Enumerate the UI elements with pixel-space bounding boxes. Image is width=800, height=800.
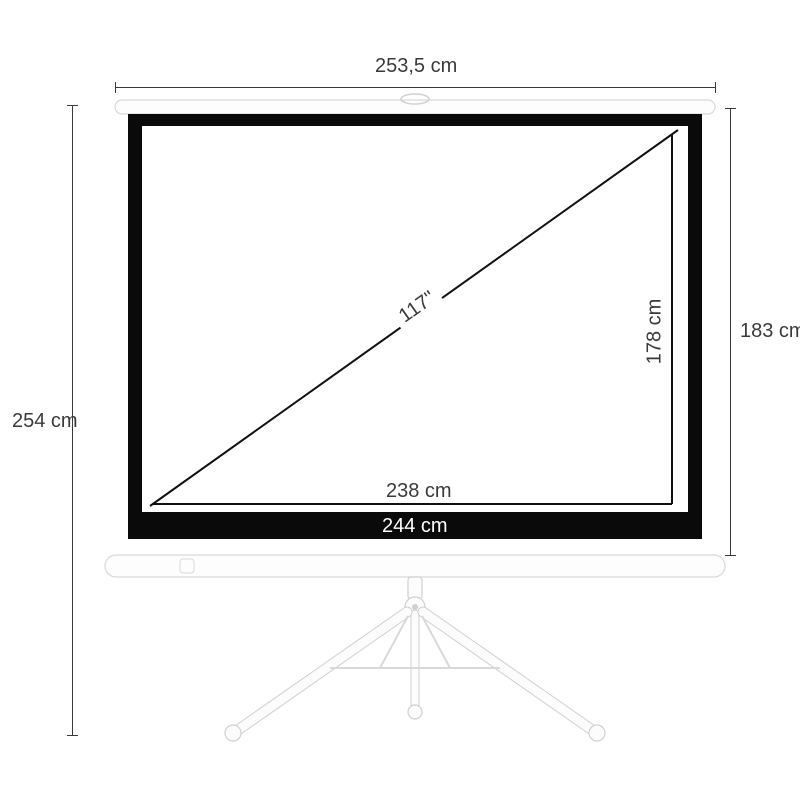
housing-bottom [105,555,725,577]
tripod-foot-right [589,725,605,741]
tripod-leg-left [235,612,407,732]
guide-right-tick-bottom [725,555,736,556]
hanger-ring [401,94,429,104]
guide-top-tick-left [115,82,116,93]
label-overall-width: 253,5 cm [375,55,457,78]
guide-left-tick-bottom [67,735,78,736]
label-screen-outer-height: 183 cm [740,320,800,343]
guide-left-tick-top [67,105,78,106]
label-screen-outer-width: 244 cm [382,515,448,538]
guide-right-tick-top [725,108,736,109]
guide-top [115,87,715,88]
housing-handle [180,559,194,573]
product-drawing [0,0,800,800]
tripod-brace-right [422,616,450,668]
tripod-bolt [412,604,418,610]
tripod-foot-left [225,725,241,741]
label-overall-height: 254 cm [12,410,78,433]
tripod-leg-right [423,612,595,732]
tripod-neck [408,577,422,599]
tripod-leg-right-fill [423,612,595,732]
label-screen-inner-width: 238 cm [380,480,458,503]
screen-border [128,114,702,539]
diagram-stage: 253,5 cm 254 cm 183 cm 178 cm 238 cm 244… [0,0,800,800]
guide-top-tick-right [715,82,716,93]
guide-right [730,108,731,555]
housing-top [115,100,715,114]
tripod-brace-left [380,616,408,668]
tripod-foot-back [408,705,422,719]
tripod-leg-left-fill [235,612,407,732]
tripod-hub [405,597,425,617]
label-diagonal: 117" [390,283,445,331]
label-screen-inner-height: 178 cm [643,295,666,369]
